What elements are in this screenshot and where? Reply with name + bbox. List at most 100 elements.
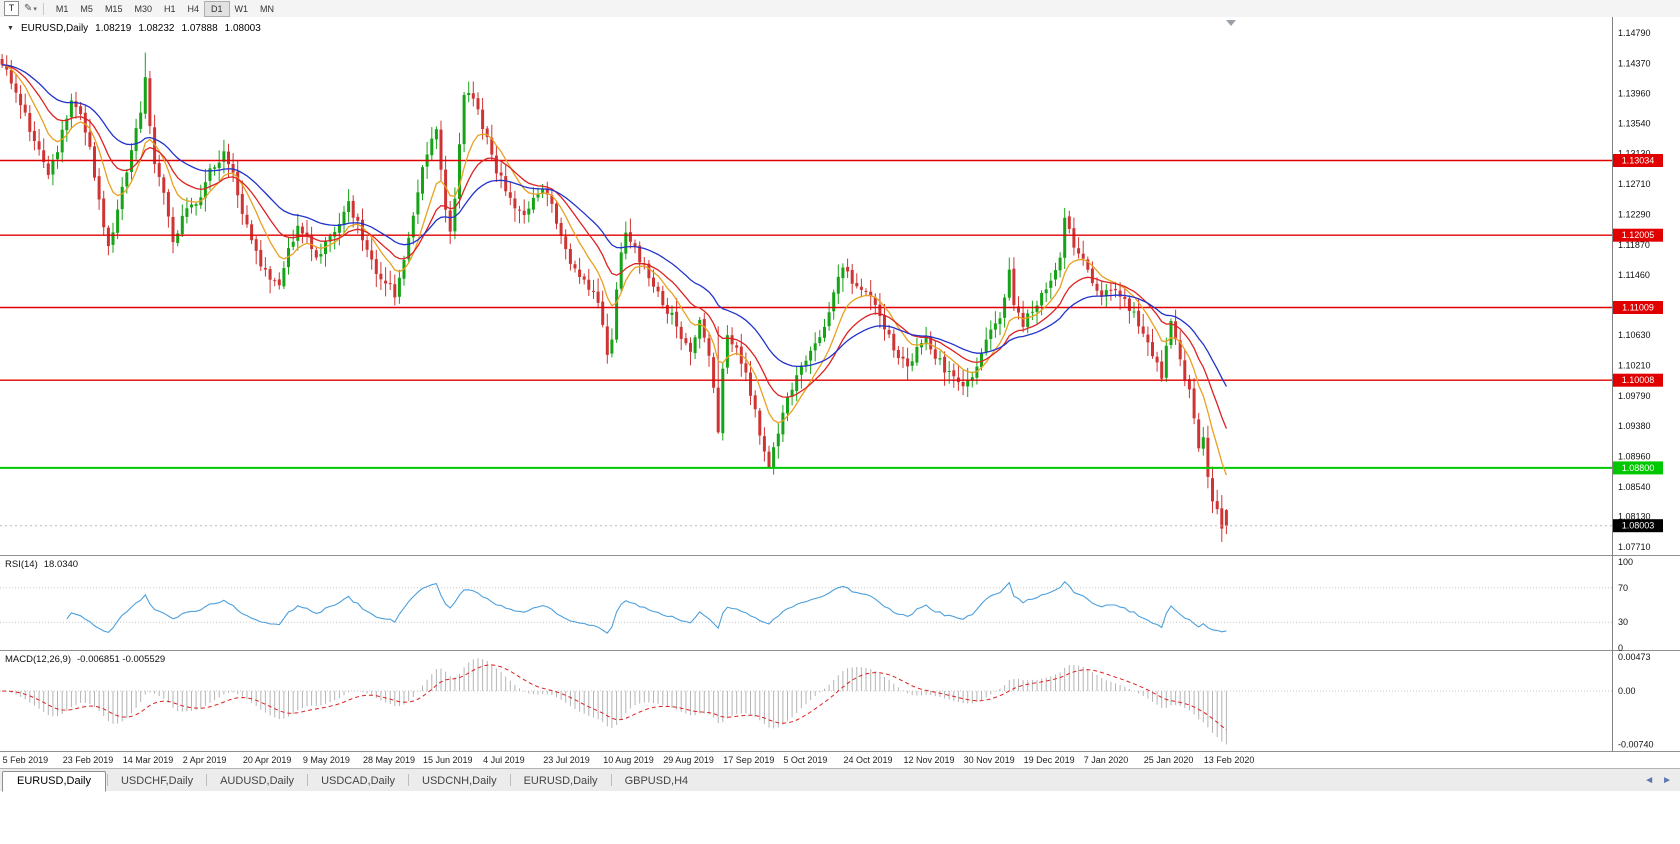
rsi-indicator-panel: 100 70 30 0 RSI(14) 18.0340 bbox=[0, 556, 1680, 651]
svg-text:14 Mar 2019: 14 Mar 2019 bbox=[123, 755, 174, 765]
timeframe-m15-button[interactable]: M15 bbox=[99, 2, 129, 16]
timeframe-mn-button[interactable]: MN bbox=[254, 2, 280, 16]
timeframe-w1-button[interactable]: W1 bbox=[229, 2, 255, 16]
svg-text:0.00: 0.00 bbox=[1618, 686, 1636, 696]
svg-text:1.10008: 1.10008 bbox=[1622, 375, 1655, 385]
tab-usdchf-daily[interactable]: USDCHF,Daily bbox=[120, 775, 194, 787]
tab-usdcad-daily[interactable]: USDCAD,Daily bbox=[321, 775, 396, 787]
svg-text:1.12710: 1.12710 bbox=[1618, 179, 1651, 189]
svg-text:23 Jul 2019: 23 Jul 2019 bbox=[543, 755, 590, 765]
macd-header: MACD(12,26,9) -0.006851 -0.005529 bbox=[5, 654, 165, 665]
chart-tabs-bar: EURUSD,Daily USDCHF,Daily AUDUSD,Daily U… bbox=[0, 768, 1680, 792]
svg-text:1.12005: 1.12005 bbox=[1622, 230, 1655, 240]
tab-gbpusd-h4[interactable]: GBPUSD,H4 bbox=[624, 775, 689, 787]
scroll-right-arrow[interactable]: ► bbox=[1662, 775, 1672, 786]
rsi-name: RSI(14) bbox=[5, 559, 38, 570]
symbol-period-label: EURUSD,Daily bbox=[20, 23, 89, 34]
open-value: 1.08219 bbox=[95, 23, 132, 34]
timeframe-m1-button[interactable]: M1 bbox=[50, 2, 75, 16]
tab-audusd-daily[interactable]: AUDUSD,Daily bbox=[220, 775, 295, 787]
svg-text:25 Jan 2020: 25 Jan 2020 bbox=[1144, 755, 1194, 765]
svg-text:10 Aug 2019: 10 Aug 2019 bbox=[603, 755, 654, 765]
price-chart-canvas[interactable]: 1.14790 1.14370 1.13960 1.13540 1.13130 1.127… bbox=[0, 17, 1680, 556]
tab-usdcnh-daily[interactable]: USDCNH,Daily bbox=[422, 775, 497, 787]
svg-text:1.13540: 1.13540 bbox=[1618, 119, 1651, 129]
scroll-left-arrow[interactable]: ◄ bbox=[1644, 775, 1655, 786]
high-value: 1.08232 bbox=[138, 23, 175, 34]
drawing-tool-button[interactable]: ✎ ▾ bbox=[24, 3, 37, 14]
timeframe-m5-button[interactable]: M5 bbox=[74, 2, 99, 16]
date-axis[interactable]: 5 Feb 2019 23 Feb 2019 14 Mar 2019 2 Apr 20… bbox=[0, 752, 1680, 768]
macd-name: MACD(12,26,9) bbox=[5, 654, 71, 665]
svg-text:1.12290: 1.12290 bbox=[1618, 210, 1651, 220]
svg-text:24 Oct 2019: 24 Oct 2019 bbox=[844, 755, 893, 765]
tab-divider bbox=[206, 774, 208, 786]
svg-text:1.08130: 1.08130 bbox=[1618, 512, 1651, 522]
tab-divider bbox=[106, 774, 108, 786]
svg-text:19 Dec 2019: 19 Dec 2019 bbox=[1024, 755, 1075, 765]
svg-text:2 Apr 2019: 2 Apr 2019 bbox=[183, 755, 227, 765]
tab-scroll-arrows: ◄ ► bbox=[1644, 775, 1672, 786]
svg-text:100: 100 bbox=[1618, 557, 1633, 567]
svg-text:7 Jan 2020: 7 Jan 2020 bbox=[1084, 755, 1129, 765]
svg-text:1.09790: 1.09790 bbox=[1618, 391, 1651, 401]
svg-text:1.08800: 1.08800 bbox=[1622, 463, 1655, 473]
svg-text:1.13960: 1.13960 bbox=[1618, 88, 1651, 98]
macd-canvas[interactable]: 0.00473 0.00 -0.00740 bbox=[0, 651, 1680, 752]
svg-text:1.11009: 1.11009 bbox=[1622, 303, 1654, 313]
timeframe-m30-button[interactable]: M30 bbox=[128, 2, 158, 16]
svg-text:-0.00740: -0.00740 bbox=[1618, 739, 1654, 749]
svg-text:1.10210: 1.10210 bbox=[1618, 361, 1651, 371]
svg-text:1.14370: 1.14370 bbox=[1618, 59, 1651, 69]
svg-text:23 Feb 2019: 23 Feb 2019 bbox=[63, 755, 114, 765]
macd-indicator-panel: 0.00473 0.00 -0.00740 MACD(12,26,9) -0.006… bbox=[0, 651, 1680, 752]
svg-text:13 Feb 2020: 13 Feb 2020 bbox=[1204, 755, 1255, 765]
timeframe-d1-button[interactable]: D1 bbox=[204, 0, 230, 17]
rsi-header: RSI(14) 18.0340 bbox=[5, 559, 78, 570]
svg-text:9 May 2019: 9 May 2019 bbox=[303, 755, 350, 765]
tab-eurusd-daily-2[interactable]: EURUSD,Daily bbox=[523, 775, 598, 787]
window-caret-icon: ▼ bbox=[7, 25, 14, 32]
dropdown-caret-icon: ▾ bbox=[33, 5, 37, 13]
svg-text:70: 70 bbox=[1618, 583, 1628, 593]
close-value: 1.08003 bbox=[224, 23, 261, 34]
timeframe-h4-button[interactable]: H4 bbox=[181, 2, 205, 16]
svg-text:5 Feb 2019: 5 Feb 2019 bbox=[3, 755, 49, 765]
svg-text:5 Oct 2019: 5 Oct 2019 bbox=[783, 755, 827, 765]
svg-text:1.07710: 1.07710 bbox=[1618, 542, 1651, 552]
macd-value: -0.006851 -0.005529 bbox=[77, 654, 166, 665]
timeframe-h1-button[interactable]: H1 bbox=[158, 2, 182, 16]
svg-text:20 Apr 2019: 20 Apr 2019 bbox=[243, 755, 292, 765]
price-chart-panel: 1.14790 1.14370 1.13960 1.13540 1.13130 1.127… bbox=[0, 17, 1680, 556]
low-value: 1.07888 bbox=[181, 23, 218, 34]
svg-text:0.00473: 0.00473 bbox=[1618, 652, 1651, 662]
svg-text:30: 30 bbox=[1618, 617, 1628, 627]
pen-icon: ✎ bbox=[24, 3, 33, 14]
svg-text:4 Jul 2019: 4 Jul 2019 bbox=[483, 755, 525, 765]
tab-divider bbox=[610, 774, 612, 786]
svg-text:1.11870: 1.11870 bbox=[1618, 240, 1650, 250]
svg-text:29 Aug 2019: 29 Aug 2019 bbox=[663, 755, 714, 765]
chart-header: ▼ EURUSD,Daily 1.08219 1.08232 1.07888 1… bbox=[7, 23, 261, 34]
toolbar: T ✎ ▾ M1 M5 M15 M30 H1 H4 D1 W1 MN bbox=[0, 0, 1680, 18]
svg-text:1.08540: 1.08540 bbox=[1618, 482, 1651, 492]
svg-text:28 May 2019: 28 May 2019 bbox=[363, 755, 415, 765]
text-tool-button[interactable]: T bbox=[4, 1, 19, 16]
tab-divider bbox=[307, 774, 309, 786]
tab-divider bbox=[509, 774, 511, 786]
svg-text:1.14790: 1.14790 bbox=[1618, 28, 1651, 38]
svg-text:1.10630: 1.10630 bbox=[1618, 330, 1651, 340]
svg-text:1.08003: 1.08003 bbox=[1622, 521, 1655, 531]
shift-marker-icon bbox=[1226, 20, 1236, 26]
tab-divider bbox=[408, 774, 410, 786]
toolbar-divider bbox=[42, 2, 44, 15]
svg-text:1.13034: 1.13034 bbox=[1622, 156, 1655, 166]
svg-text:1.11460: 1.11460 bbox=[1618, 270, 1650, 280]
svg-text:1.09380: 1.09380 bbox=[1618, 421, 1651, 431]
tab-eurusd-daily-1[interactable]: EURUSD,Daily bbox=[2, 771, 106, 792]
rsi-canvas[interactable]: 100 70 30 0 bbox=[0, 556, 1680, 651]
svg-text:12 Nov 2019: 12 Nov 2019 bbox=[904, 755, 955, 765]
date-axis-canvas: 5 Feb 2019 23 Feb 2019 14 Mar 2019 2 Apr 20… bbox=[3, 755, 1255, 765]
rsi-value: 18.0340 bbox=[43, 559, 79, 570]
